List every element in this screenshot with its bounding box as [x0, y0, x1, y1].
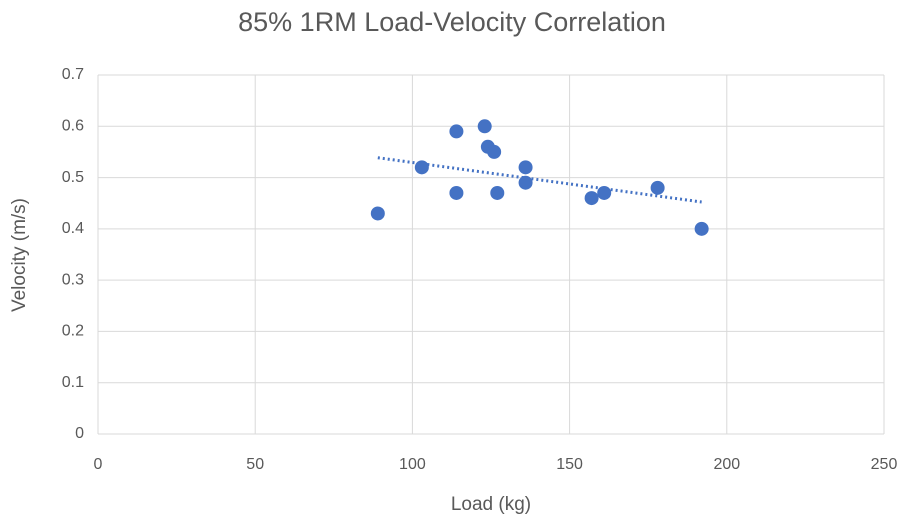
- y-tick-label: 0: [75, 425, 84, 442]
- y-tick-label: 0.1: [62, 374, 84, 391]
- point: [477, 119, 492, 134]
- point: [518, 160, 533, 175]
- y-tick-label: 0.3: [62, 271, 84, 288]
- y-tick-label: 0.7: [62, 66, 84, 83]
- point: [597, 185, 612, 200]
- x-tick-label: 50: [246, 456, 264, 473]
- x-axis-label: Load (kg): [451, 494, 531, 515]
- point: [650, 180, 665, 195]
- x-tick-label: 200: [713, 456, 740, 473]
- point: [449, 185, 464, 200]
- point: [449, 124, 464, 139]
- y-tick-label: 0.5: [62, 169, 84, 186]
- y-tick-label: 0.2: [62, 323, 84, 340]
- x-tick-label: 150: [556, 456, 583, 473]
- x-tick-label: 250: [871, 456, 898, 473]
- point: [584, 191, 599, 206]
- y-tick-label: 0.4: [62, 220, 84, 237]
- point: [487, 144, 502, 159]
- point: [490, 185, 505, 200]
- point: [370, 206, 385, 221]
- x-tick-label: 0: [94, 456, 103, 473]
- point: [518, 175, 533, 190]
- point: [694, 221, 709, 236]
- y-tick-label: 0.6: [62, 118, 84, 135]
- chart-title: 85% 1RM Load-Velocity Correlation: [238, 7, 666, 37]
- y-axis-label: Velocity (m/s): [9, 198, 30, 312]
- point: [414, 160, 429, 175]
- x-tick-label: 100: [399, 456, 426, 473]
